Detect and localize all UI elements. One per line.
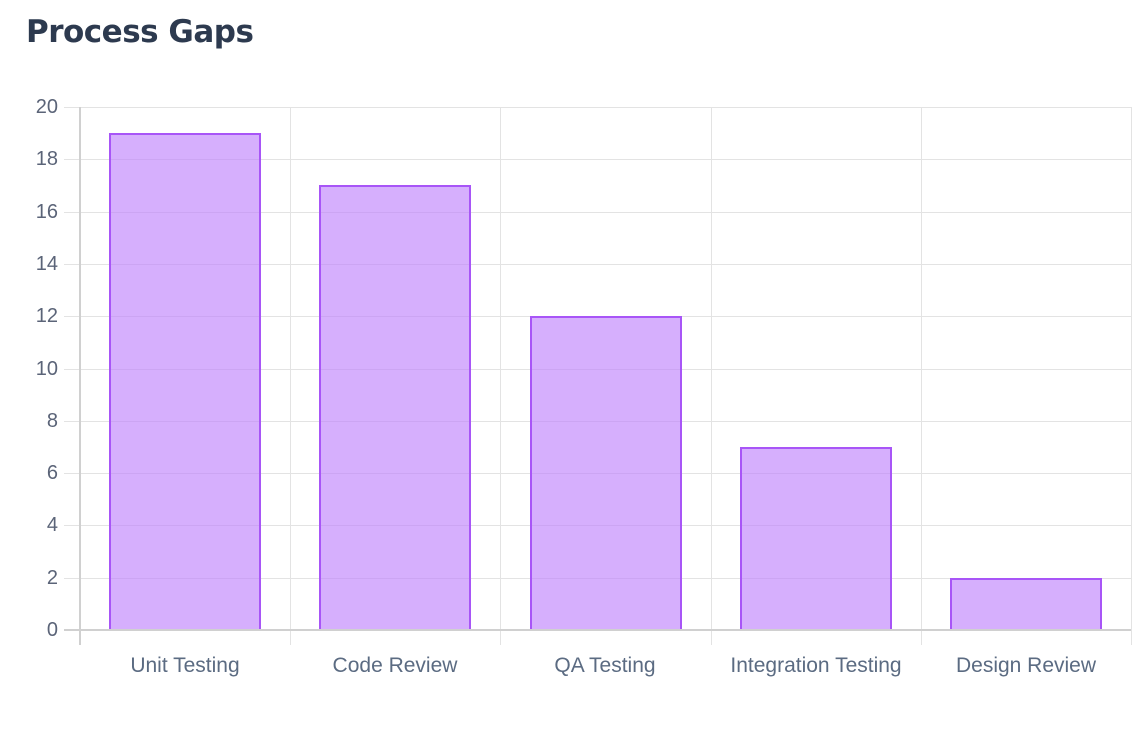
y-tick-label: 16 [35,201,58,223]
x-tick-label: Code Review [332,654,458,677]
gridline-horizontal [64,107,1131,108]
y-tick-label: 14 [35,253,58,275]
bar-code-review[interactable] [319,185,471,630]
gridline-horizontal [64,212,1131,213]
gridline-vertical [1131,107,1132,645]
y-tick-label: 12 [35,305,58,327]
y-tick-label: 2 [46,567,58,589]
y-tick-label: 6 [46,462,58,484]
x-tick-label: Integration Testing [730,654,902,677]
bar-qa-testing[interactable] [530,316,682,630]
gridline-vertical [711,107,712,645]
gridline-horizontal [64,159,1131,160]
bar-design-review[interactable] [950,578,1102,630]
y-axis-line [79,107,81,645]
chart-title: Process Gaps [26,14,254,50]
bar-integration-testing[interactable] [740,447,892,630]
x-axis-line [64,629,1131,631]
x-tick-label: QA Testing [554,654,656,677]
x-tick-label: Unit Testing [130,654,240,677]
y-tick-label: 8 [46,410,58,432]
y-tick-label: 0 [46,619,58,641]
bar-unit-testing[interactable] [109,133,261,630]
y-tick-label: 10 [35,358,58,380]
gridline-vertical [921,107,922,645]
gridline-vertical [500,107,501,645]
x-tick-label: Design Review [955,654,1097,677]
y-tick-label: 20 [35,96,58,118]
y-tick-label: 4 [46,514,58,536]
y-tick-label: 18 [35,148,58,170]
gridline-horizontal [64,264,1131,265]
gridline-vertical [290,107,291,645]
